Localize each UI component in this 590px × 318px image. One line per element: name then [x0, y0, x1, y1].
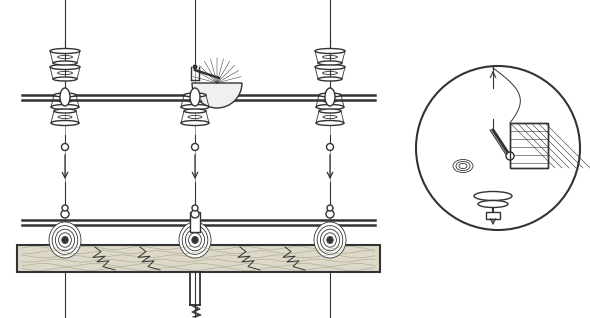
Ellipse shape	[325, 88, 335, 106]
Ellipse shape	[459, 163, 467, 169]
Ellipse shape	[184, 93, 206, 97]
Bar	[17, 245, 380, 272]
Ellipse shape	[456, 162, 470, 170]
Ellipse shape	[318, 77, 342, 81]
Ellipse shape	[316, 105, 344, 109]
Ellipse shape	[50, 49, 80, 53]
Bar	[510, 123, 548, 168]
Circle shape	[192, 205, 198, 211]
Ellipse shape	[50, 65, 80, 70]
Ellipse shape	[314, 222, 346, 258]
Circle shape	[192, 238, 198, 243]
Bar	[190, 212, 200, 232]
Ellipse shape	[316, 121, 344, 126]
Bar	[486, 212, 500, 219]
Ellipse shape	[479, 117, 507, 121]
Ellipse shape	[53, 77, 77, 81]
Circle shape	[416, 66, 580, 230]
Ellipse shape	[62, 236, 68, 244]
Ellipse shape	[179, 222, 211, 258]
Ellipse shape	[53, 61, 77, 65]
Circle shape	[326, 210, 334, 218]
Ellipse shape	[474, 191, 512, 201]
Ellipse shape	[185, 229, 205, 251]
Circle shape	[506, 152, 514, 160]
Ellipse shape	[319, 109, 341, 113]
Ellipse shape	[55, 229, 74, 251]
Ellipse shape	[317, 225, 343, 254]
Ellipse shape	[49, 222, 81, 258]
Ellipse shape	[184, 109, 206, 113]
Circle shape	[192, 143, 198, 150]
Ellipse shape	[453, 160, 473, 172]
Circle shape	[63, 238, 67, 243]
Circle shape	[62, 205, 68, 211]
Ellipse shape	[52, 225, 78, 254]
Ellipse shape	[190, 88, 200, 106]
Ellipse shape	[320, 229, 340, 251]
Circle shape	[192, 65, 198, 70]
Ellipse shape	[476, 86, 510, 91]
Circle shape	[326, 143, 333, 150]
Wedge shape	[192, 83, 242, 108]
Circle shape	[327, 238, 333, 243]
Ellipse shape	[51, 121, 79, 126]
Ellipse shape	[58, 233, 71, 247]
Ellipse shape	[60, 88, 70, 106]
Ellipse shape	[192, 236, 198, 244]
Ellipse shape	[182, 225, 208, 254]
Ellipse shape	[54, 93, 76, 97]
Circle shape	[61, 210, 69, 218]
Ellipse shape	[323, 233, 336, 247]
Ellipse shape	[189, 233, 201, 247]
Ellipse shape	[51, 105, 79, 109]
Ellipse shape	[315, 65, 345, 70]
Circle shape	[327, 205, 333, 211]
Ellipse shape	[478, 201, 508, 208]
Ellipse shape	[181, 121, 209, 126]
Ellipse shape	[327, 236, 333, 244]
Bar	[510, 123, 548, 168]
Ellipse shape	[476, 103, 510, 108]
Ellipse shape	[181, 105, 209, 109]
Ellipse shape	[479, 99, 507, 103]
Ellipse shape	[318, 61, 342, 65]
Circle shape	[191, 210, 199, 218]
Ellipse shape	[54, 109, 76, 113]
Circle shape	[61, 143, 68, 150]
Ellipse shape	[315, 49, 345, 53]
Ellipse shape	[319, 93, 341, 97]
